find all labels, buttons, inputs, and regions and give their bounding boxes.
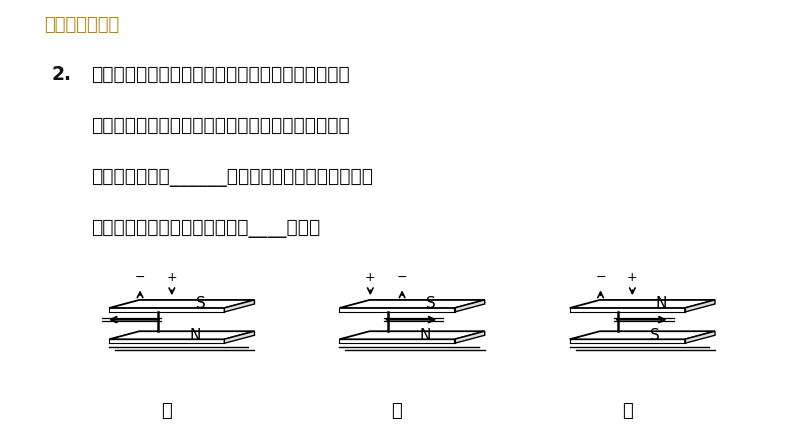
Text: 夯实基础逐点练: 夯实基础逐点练 — [44, 16, 119, 34]
Text: S: S — [650, 328, 661, 343]
Polygon shape — [224, 300, 254, 312]
Text: +: + — [627, 271, 638, 284]
Text: 素有关的实验，比较甲、乙两图可得出磁场对电流的: 素有关的实验，比较甲、乙两图可得出磁场对电流的 — [91, 116, 350, 135]
Text: 2.: 2. — [52, 65, 71, 84]
Polygon shape — [454, 331, 484, 343]
Polygon shape — [224, 331, 254, 343]
Text: −: − — [135, 271, 145, 284]
Polygon shape — [454, 300, 484, 312]
Text: S: S — [196, 296, 206, 312]
Polygon shape — [570, 300, 715, 308]
Text: N: N — [655, 296, 667, 312]
Polygon shape — [340, 331, 484, 339]
Text: N: N — [419, 328, 431, 343]
Polygon shape — [110, 300, 254, 308]
Polygon shape — [570, 331, 715, 339]
Polygon shape — [684, 331, 715, 343]
Text: S: S — [426, 296, 436, 312]
Polygon shape — [684, 300, 715, 312]
Polygon shape — [110, 331, 254, 339]
Text: −: − — [596, 271, 606, 284]
Text: 如图所示，是探究磁场对电流作用力的方向与哪些因: 如图所示，是探究磁场对电流作用力的方向与哪些因 — [91, 65, 350, 84]
Text: +: + — [365, 271, 376, 284]
Text: 乙: 乙 — [391, 402, 403, 420]
Text: 作用力的方向与______有关，比较甲、丙两图可以得: 作用力的方向与______有关，比较甲、丙两图可以得 — [91, 168, 373, 187]
Text: 甲: 甲 — [161, 402, 172, 420]
Text: 出磁场对电流的作用力的方向与____有关。: 出磁场对电流的作用力的方向与____有关。 — [91, 219, 321, 238]
Polygon shape — [340, 300, 484, 308]
Text: −: − — [397, 271, 407, 284]
Text: +: + — [167, 271, 177, 284]
Text: 丙: 丙 — [622, 402, 633, 420]
Text: N: N — [189, 328, 201, 343]
